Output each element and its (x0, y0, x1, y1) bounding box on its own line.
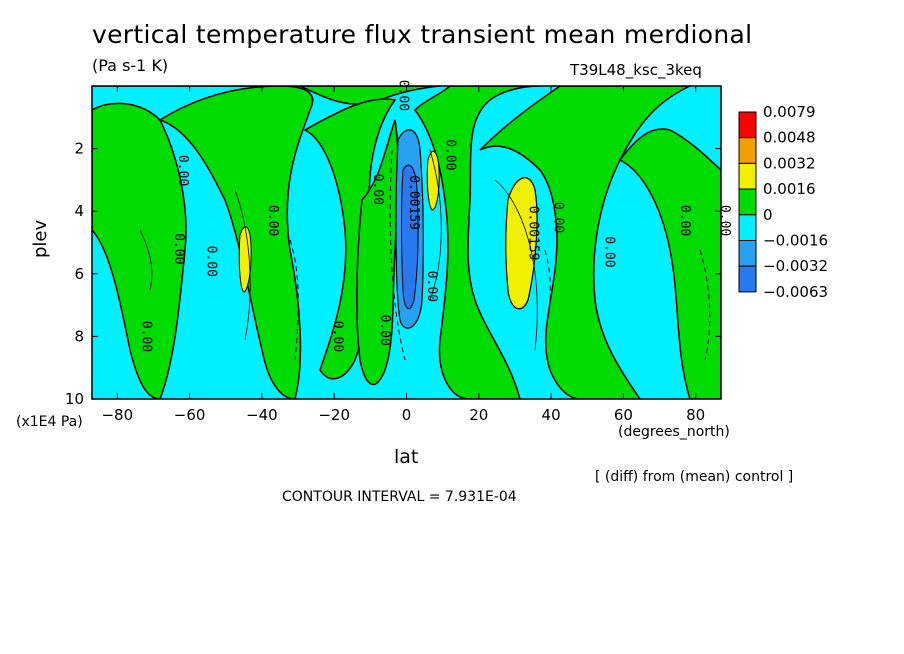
contour-interval-label: CONTOUR INTERVAL = 7.931E-04 (282, 489, 517, 505)
y-tick-label: 6 (74, 265, 84, 283)
x-tick-label: 0 (402, 406, 412, 424)
contour-fill-yellow (238, 226, 252, 293)
x-axis-label: lat (394, 446, 419, 468)
colorbar-swatch (738, 240, 757, 267)
x-tick-label: −20 (318, 406, 350, 424)
contour-fill-blue-dark (401, 164, 419, 310)
contour-line-dashed (544, 249, 551, 331)
contour-fill-green (303, 98, 397, 380)
y-tick-label: 8 (74, 327, 84, 345)
colorbar-swatch (738, 188, 757, 216)
contour-label: 0.00 (370, 174, 385, 205)
contour-line-thin (234, 189, 251, 341)
contour-fill-green (479, 86, 691, 399)
colorbar-label: −0.0016 (763, 232, 828, 250)
y-tick-label: 2 (74, 140, 84, 158)
contour-label: 0.00 (265, 205, 280, 236)
colorbar-label: 0 (763, 206, 773, 224)
contour-label: 0.00 (442, 139, 457, 170)
colorbar-swatch (738, 162, 757, 190)
colorbar-label: 0.0032 (763, 154, 816, 172)
x-axis-unit: (degrees_north) (618, 424, 730, 440)
contour-line-dashed (699, 249, 711, 361)
colorbar-label: −0.0063 (763, 283, 828, 301)
contour-label: 0.00 (424, 271, 439, 302)
y-axis-unit: (x1E4 Pa) (16, 414, 83, 430)
contour-label: 0.00 (139, 321, 154, 352)
contour-fill-yellow (426, 150, 440, 211)
colorbar-swatch (738, 111, 757, 139)
colorbar-label: 0.0016 (763, 180, 816, 198)
contour-labels: 0.00 0.00 0.00 0.00 0.00 0.00 0.00 0.00 0.00 -0.0… (139, 80, 732, 352)
contour-fill-green (618, 128, 721, 399)
contour-label: 0.00 (175, 155, 190, 186)
contour-label: 0.00 (395, 80, 410, 111)
x-tick-label: 40 (542, 406, 561, 424)
contour-line-thin (494, 179, 538, 351)
diff-note: [ (diff) from (mean) control ] (595, 469, 794, 485)
contour-label: 0.00 (377, 314, 392, 345)
y-tick-label: 10 (65, 390, 84, 408)
contour-label: 0.00 (677, 205, 692, 236)
units-label: (Pa s-1 K) (92, 56, 169, 75)
chart-title: vertical temperature flux transient mean… (92, 20, 753, 49)
contour-label: 0.00159 (525, 206, 540, 261)
colorbar-swatch (738, 214, 757, 242)
colorbar-swatch (738, 137, 757, 164)
contour-label: 0.00 (551, 202, 566, 233)
colorbar-swatch (738, 265, 757, 293)
x-tick-label: −40 (246, 406, 278, 424)
y-tick-label: 4 (74, 202, 84, 220)
contour-line-dashed (289, 239, 299, 361)
contour-fill-green (414, 86, 541, 399)
colorbar-label: 0.0048 (763, 129, 816, 147)
contour-label: 0.00 (601, 236, 616, 267)
contour-line-thin (429, 149, 442, 301)
plot-area (92, 86, 721, 399)
x-tick-label: 20 (469, 406, 488, 424)
contour-label: 0.00 (717, 205, 732, 236)
contour-label: 0.00 (330, 321, 345, 352)
contour-fill-yellow (505, 177, 538, 310)
contour-fill-green (356, 119, 399, 386)
contour-label: 0.00 (204, 246, 219, 277)
contour-label: 0.00 (171, 233, 186, 264)
x-tick-label: −60 (174, 406, 206, 424)
contour-line-dashed (389, 149, 406, 361)
x-tick-label: −80 (101, 406, 133, 424)
x-tick-label: 60 (614, 406, 633, 424)
contour-label: -0.00159 (406, 167, 421, 230)
contour-line-thin (139, 229, 153, 291)
colorbar-label: −0.0032 (763, 257, 828, 275)
colorbar: 0.0079 0.0048 0.0032 0.0016 0 −0.0016 −0.0032 −… (738, 103, 828, 301)
colorbar-label: 0.0079 (763, 103, 816, 121)
axes: −80 −60 −40 −20 0 20 40 60 80 2 4 6 8 10 (65, 86, 721, 424)
run-id-label: T39L48_ksc_3keq (570, 61, 702, 79)
x-tick-label: 80 (686, 406, 705, 424)
